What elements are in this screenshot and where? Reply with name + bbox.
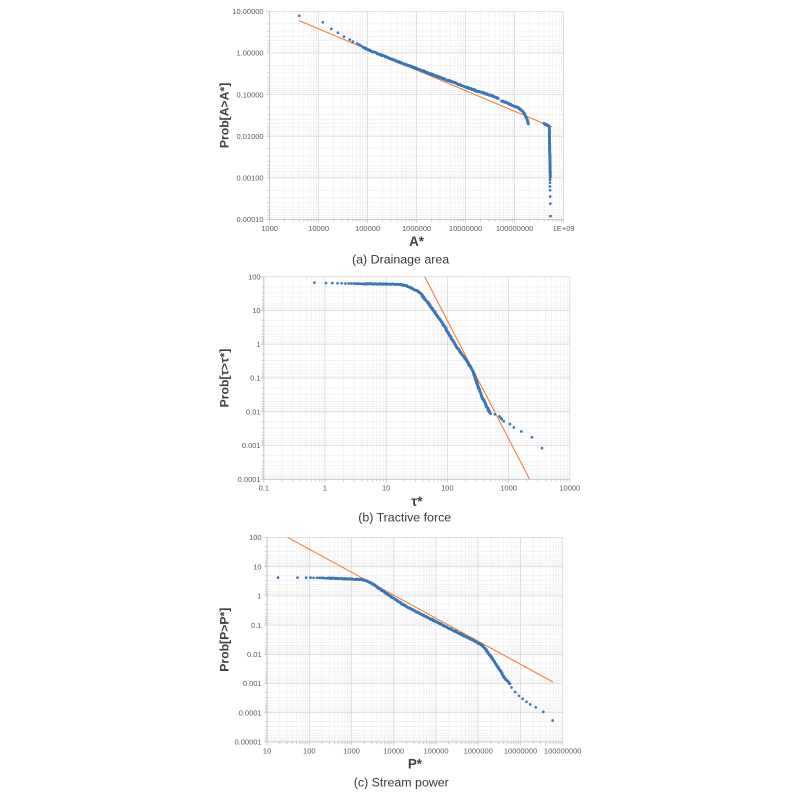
svg-text:0.01: 0.01 — [247, 650, 262, 659]
svg-text:10: 10 — [263, 746, 271, 755]
svg-text:0.00001: 0.00001 — [234, 738, 261, 747]
svg-text:0.0001: 0.0001 — [239, 708, 262, 717]
svg-text:10000000: 10000000 — [449, 224, 482, 233]
svg-text:1: 1 — [256, 340, 260, 349]
svg-text:10: 10 — [252, 306, 260, 315]
svg-text:10.00000: 10.00000 — [232, 7, 263, 16]
svg-text:1E+09: 1E+09 — [553, 224, 575, 233]
svg-text:10: 10 — [382, 484, 390, 493]
svg-text:A*: A* — [409, 234, 425, 249]
svg-text:100: 100 — [441, 484, 454, 493]
svg-text:0.00100: 0.00100 — [236, 174, 263, 183]
svg-text:1: 1 — [257, 592, 261, 601]
svg-text:100000000: 100000000 — [496, 224, 534, 233]
svg-text:0.1: 0.1 — [250, 374, 260, 383]
svg-text:Prob[P>P*]: Prob[P>P*] — [217, 608, 231, 672]
svg-text:100: 100 — [303, 746, 316, 755]
svg-text:0.1: 0.1 — [251, 621, 261, 630]
svg-text:Prob[τ>τ*]: Prob[τ>τ*] — [217, 349, 231, 408]
svg-text:100: 100 — [248, 272, 261, 281]
svg-text:0.01: 0.01 — [246, 408, 261, 417]
svg-text:(b) Tractive force: (b) Tractive force — [358, 511, 451, 525]
svg-text:1000: 1000 — [343, 746, 360, 755]
svg-text:(c) Stream power: (c) Stream power — [354, 775, 449, 789]
svg-text:P*: P* — [408, 756, 423, 771]
svg-text:0.01000: 0.01000 — [236, 132, 263, 141]
svg-text:10: 10 — [253, 562, 261, 571]
svg-text:0.001: 0.001 — [243, 679, 262, 688]
svg-text:10000: 10000 — [383, 746, 404, 755]
svg-text:1000000: 1000000 — [402, 224, 431, 233]
svg-text:1.00000: 1.00000 — [236, 49, 263, 58]
svg-text:10000: 10000 — [308, 224, 329, 233]
svg-text:Prob[A>A*]: Prob[A>A*] — [217, 83, 231, 148]
svg-text:0.00010: 0.00010 — [236, 215, 263, 224]
svg-text:1: 1 — [323, 484, 327, 493]
svg-text:0.001: 0.001 — [242, 441, 261, 450]
svg-text:100: 100 — [249, 533, 262, 542]
svg-text:0.0001: 0.0001 — [238, 475, 261, 484]
svg-text:0.1: 0.1 — [259, 484, 269, 493]
svg-text:(a) Drainage area: (a) Drainage area — [352, 253, 449, 267]
svg-text:100000: 100000 — [423, 746, 448, 755]
svg-text:1000: 1000 — [261, 224, 278, 233]
svg-text:10000000: 10000000 — [504, 746, 537, 755]
svg-text:0.10000: 0.10000 — [236, 90, 263, 99]
svg-text:1000: 1000 — [500, 484, 517, 493]
svg-text:τ*: τ* — [411, 494, 423, 509]
svg-text:1000000: 1000000 — [464, 746, 493, 755]
svg-text:100000000: 100000000 — [544, 746, 582, 755]
svg-text:10000: 10000 — [559, 484, 580, 493]
svg-text:100000: 100000 — [355, 224, 380, 233]
